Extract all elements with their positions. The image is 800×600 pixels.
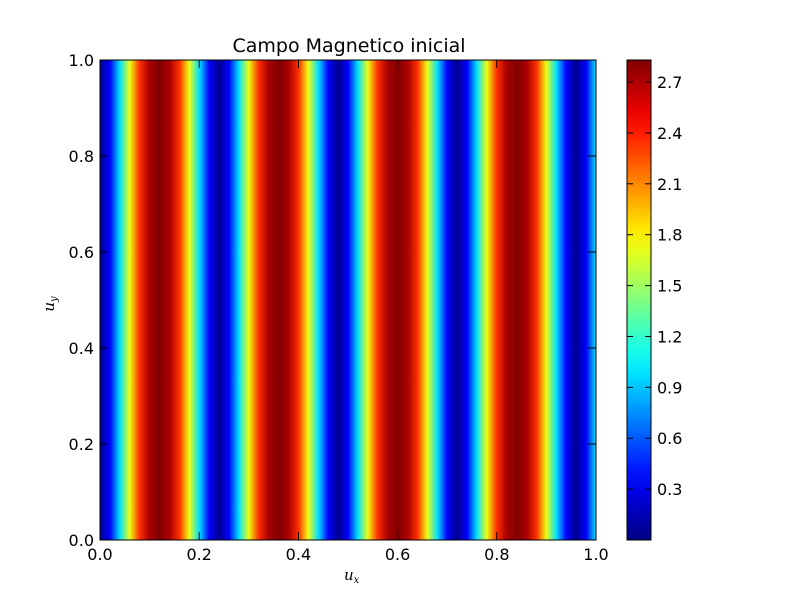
y-tick-label: 0.8: [69, 147, 94, 166]
x-axis-label: ux: [344, 566, 360, 586]
y-tick-label: 0.2: [69, 435, 94, 454]
x-axis-label-sub: x: [354, 575, 360, 586]
y-tick-label: 1.0: [69, 51, 94, 70]
colorbar-tick-label: 0.3: [657, 480, 682, 499]
colorbar-tick-label: 0.9: [657, 378, 682, 397]
x-tick-label: 0.6: [385, 545, 410, 564]
colorbar-frame: [626, 59, 652, 541]
colorbar-tick-label: 1.8: [657, 226, 682, 245]
colorbar-tick-label: 2.1: [657, 175, 682, 194]
plot-frame: [99, 59, 597, 541]
x-tick-label: 0.2: [186, 545, 211, 564]
x-tick-label: 0.4: [286, 545, 311, 564]
heatmap-area: [100, 60, 596, 540]
x-tick-label: 1.0: [583, 545, 608, 564]
colorbar-tick-label: 2.7: [657, 73, 682, 92]
x-tick-label: 0.8: [484, 545, 509, 564]
chart-title: Campo Magnetico inicial: [232, 35, 465, 57]
colorbar: [627, 60, 651, 540]
colorbar-tick-label: 1.5: [657, 277, 682, 296]
y-tick-label: 0.0: [69, 531, 94, 550]
x-axis-ticks: 0.0 0.2 0.4 0.6 0.8 1.0: [87, 60, 609, 564]
y-axis-label-sub: y: [49, 296, 60, 303]
colorbar-tick-label: 1.2: [657, 327, 682, 346]
y-tick-label: 0.4: [69, 339, 94, 358]
y-tick-label: 0.6: [69, 243, 94, 262]
colorbar-tick-label: 0.6: [657, 429, 682, 448]
x-axis-label-main: u: [344, 566, 354, 584]
colorbar-tick-label: 2.4: [657, 124, 682, 143]
y-axis-ticks: 0.0 0.2 0.4 0.6 0.8 1.0: [69, 51, 596, 550]
colorbar-ticks: 0.3 0.6 0.9 1.2 1.5 1.8 2.1 2.4 2.7: [627, 73, 682, 499]
y-axis-label-main: u: [40, 302, 58, 312]
y-axis-label: uy: [40, 296, 60, 312]
x-tick-label: 0.0: [87, 545, 112, 564]
